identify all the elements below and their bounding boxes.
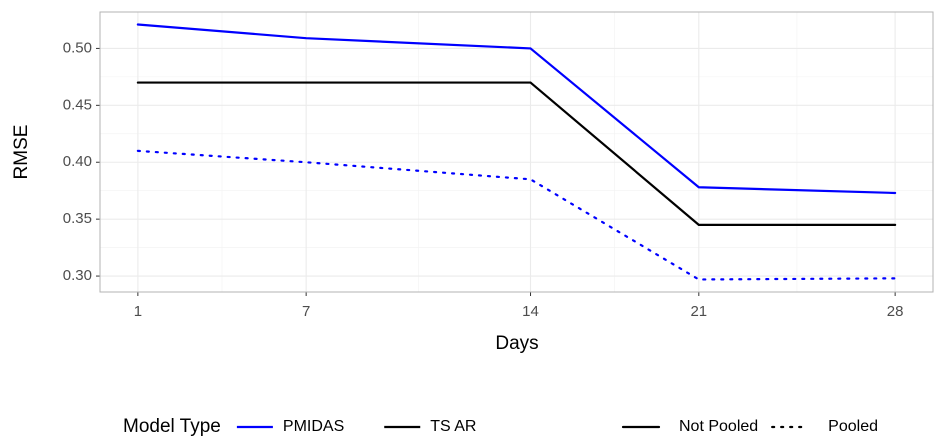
series-line: [136, 23, 897, 195]
y-axis-label: RMSE: [11, 125, 32, 180]
x-tick-label: 7: [302, 303, 310, 320]
y-tick-label: 0.30: [63, 267, 92, 284]
y-tick-label: 0.35: [63, 210, 92, 227]
legend-label: TS AR: [430, 418, 476, 435]
x-tick-label: 1: [134, 303, 142, 320]
series-line: [136, 149, 897, 281]
legend-label: PMIDAS: [283, 418, 344, 435]
y-tick-label: 0.40: [63, 153, 92, 170]
x-tick-label: 28: [887, 303, 904, 320]
legend-label: Not Pooled: [679, 418, 758, 435]
y-tick-label: 0.45: [63, 96, 92, 113]
x-tick-label: 14: [522, 303, 539, 320]
x-tick-label: 21: [690, 303, 707, 320]
series-line: [136, 81, 897, 226]
legend-title: Model Type: [123, 416, 221, 437]
legend-label: Pooled: [828, 418, 878, 435]
y-tick-label: 0.50: [63, 39, 92, 56]
panel-border: [99, 11, 934, 293]
x-axis-label: Days: [495, 333, 538, 354]
